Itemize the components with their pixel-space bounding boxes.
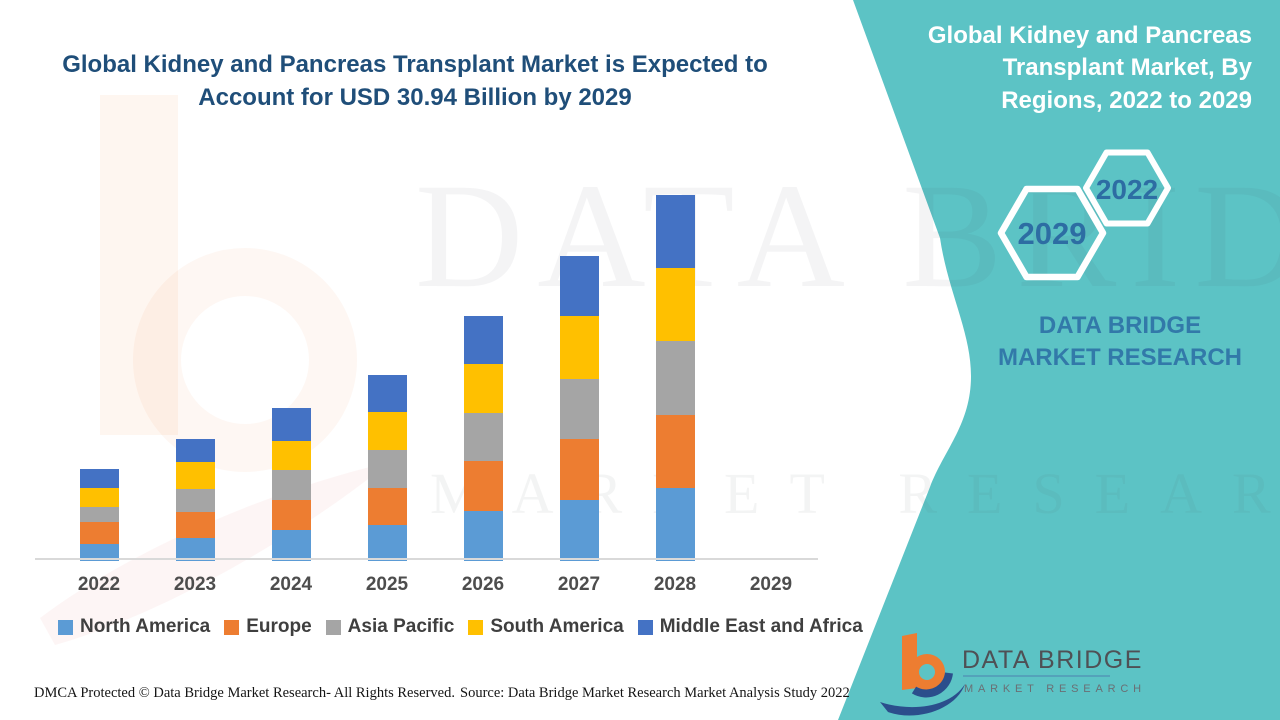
bar-segment-asia-pacific [175, 489, 215, 512]
logo-b-bowl [909, 654, 945, 690]
legend-swatch-middle-east-and-africa [637, 619, 653, 635]
bar-segment-south-america [175, 462, 215, 489]
legend-label-middle-east-and-africa: Middle East and Africa [659, 616, 863, 637]
bar-2028 [655, 195, 695, 561]
bar-segment-south-america [367, 412, 407, 450]
bar-segment-asia-pacific [559, 379, 599, 439]
bar-segment-europe [175, 512, 215, 538]
page-title: Global Kidney and Pancreas Transplant Ma… [62, 51, 768, 112]
bar-2027 [559, 256, 599, 561]
bar-2025 [367, 375, 407, 561]
bar-segment-middle-east-and-africa [655, 195, 695, 268]
data-bridge-logo: DATA BRIDGE MARKET RESEARCH [880, 633, 1146, 716]
legend-swatch-north-america [58, 619, 73, 635]
logo-sub: MARKET RESEARCH [964, 683, 1146, 695]
bar-segment-north-america [79, 544, 119, 561]
legend-item-asia-pacific: Asia Pacific [325, 616, 455, 638]
bar-segment-south-america [271, 441, 311, 470]
bar-segment-middle-east-and-africa [463, 316, 503, 364]
stacked-bar-chart: 2022 2023 2024 2025 2026 2027 2028 2029 [35, 195, 818, 595]
logo-name: DATA BRIDGE [962, 646, 1143, 674]
bar-segment-asia-pacific [655, 341, 695, 415]
bar-segment-asia-pacific [271, 470, 311, 500]
legend-label-south-america: South America [490, 616, 624, 637]
bar-segment-asia-pacific [463, 413, 503, 461]
logo-swoosh-arc [911, 672, 953, 698]
source-note: Source: Data Bridge Market Research Mark… [460, 685, 850, 701]
bar-2023 [175, 439, 215, 561]
bar-2026 [463, 316, 503, 561]
bar-segment-south-america [559, 316, 599, 379]
logo-swoosh [880, 684, 965, 716]
bar-segment-europe [367, 488, 407, 525]
legend-label-north-america: North America [80, 616, 211, 637]
bar-segment-europe [79, 522, 119, 544]
bar-segment-north-america [271, 530, 311, 561]
bar-segment-north-america [559, 500, 599, 561]
legend-label-europe: Europe [246, 616, 312, 637]
bar-segment-south-america [79, 488, 119, 507]
legend-swatch-south-america [468, 619, 484, 635]
dmca-notice: DMCA Protected © Data Bridge Market Rese… [34, 685, 455, 701]
bar-segment-middle-east-and-africa [271, 408, 311, 441]
bar-segment-europe [463, 461, 503, 511]
x-tick-2024: 2024 [269, 574, 313, 595]
x-tick-2029: 2029 [749, 574, 793, 595]
bar-segment-europe [271, 500, 311, 530]
bar-segment-middle-east-and-africa [79, 469, 119, 488]
bar-segment-middle-east-and-africa [559, 256, 599, 316]
bar-2024 [271, 408, 311, 561]
legend-item-north-america: North America [58, 616, 210, 638]
legend-item-europe: Europe [224, 616, 312, 638]
legend-label-asia-pacific: Asia Pacific [347, 616, 455, 637]
brand-text: DATA BRIDGE MARKET RESEARCH [997, 312, 1242, 371]
hexagon-2022 [1083, 149, 1171, 227]
bar-segment-middle-east-and-africa [367, 375, 407, 412]
x-tick-2026: 2026 [461, 574, 505, 595]
bar-segment-north-america [367, 525, 407, 561]
legend-swatch-europe [224, 619, 240, 635]
teal-panel-shape [838, 0, 1280, 720]
bar-segment-south-america [655, 268, 695, 341]
hexagon-2029 [997, 185, 1107, 281]
x-tick-2023: 2023 [173, 574, 217, 595]
bar-segment-south-america [463, 364, 503, 413]
bar-segment-asia-pacific [79, 507, 119, 522]
legend-item-middle-east-and-africa: Middle East and Africa [637, 616, 863, 638]
x-tick-2028: 2028 [653, 574, 697, 595]
x-tick-2027: 2027 [557, 574, 601, 595]
chart-legend: North America Europe Asia Pacific South Ame… [58, 616, 863, 638]
bar-segment-europe [559, 439, 599, 500]
bar-segment-north-america [463, 511, 503, 561]
hexagon-2029-label: 2029 [1018, 216, 1087, 251]
bar-segment-north-america [655, 488, 695, 561]
legend-item-south-america: South America [468, 616, 624, 638]
bar-2022 [79, 469, 119, 561]
bar-segment-middle-east-and-africa [175, 439, 215, 462]
bar-segment-north-america [175, 538, 215, 561]
x-tick-2025: 2025 [365, 574, 409, 595]
x-axis-line [35, 558, 818, 560]
bar-segment-europe [655, 415, 695, 488]
side-panel-title: Global Kidney and Pancreas Transplant Ma… [927, 22, 1252, 114]
x-tick-2022: 2022 [77, 574, 121, 595]
hexagon-2022-label: 2022 [1096, 174, 1158, 205]
legend-swatch-asia-pacific [325, 619, 341, 635]
bar-segment-asia-pacific [367, 450, 407, 488]
